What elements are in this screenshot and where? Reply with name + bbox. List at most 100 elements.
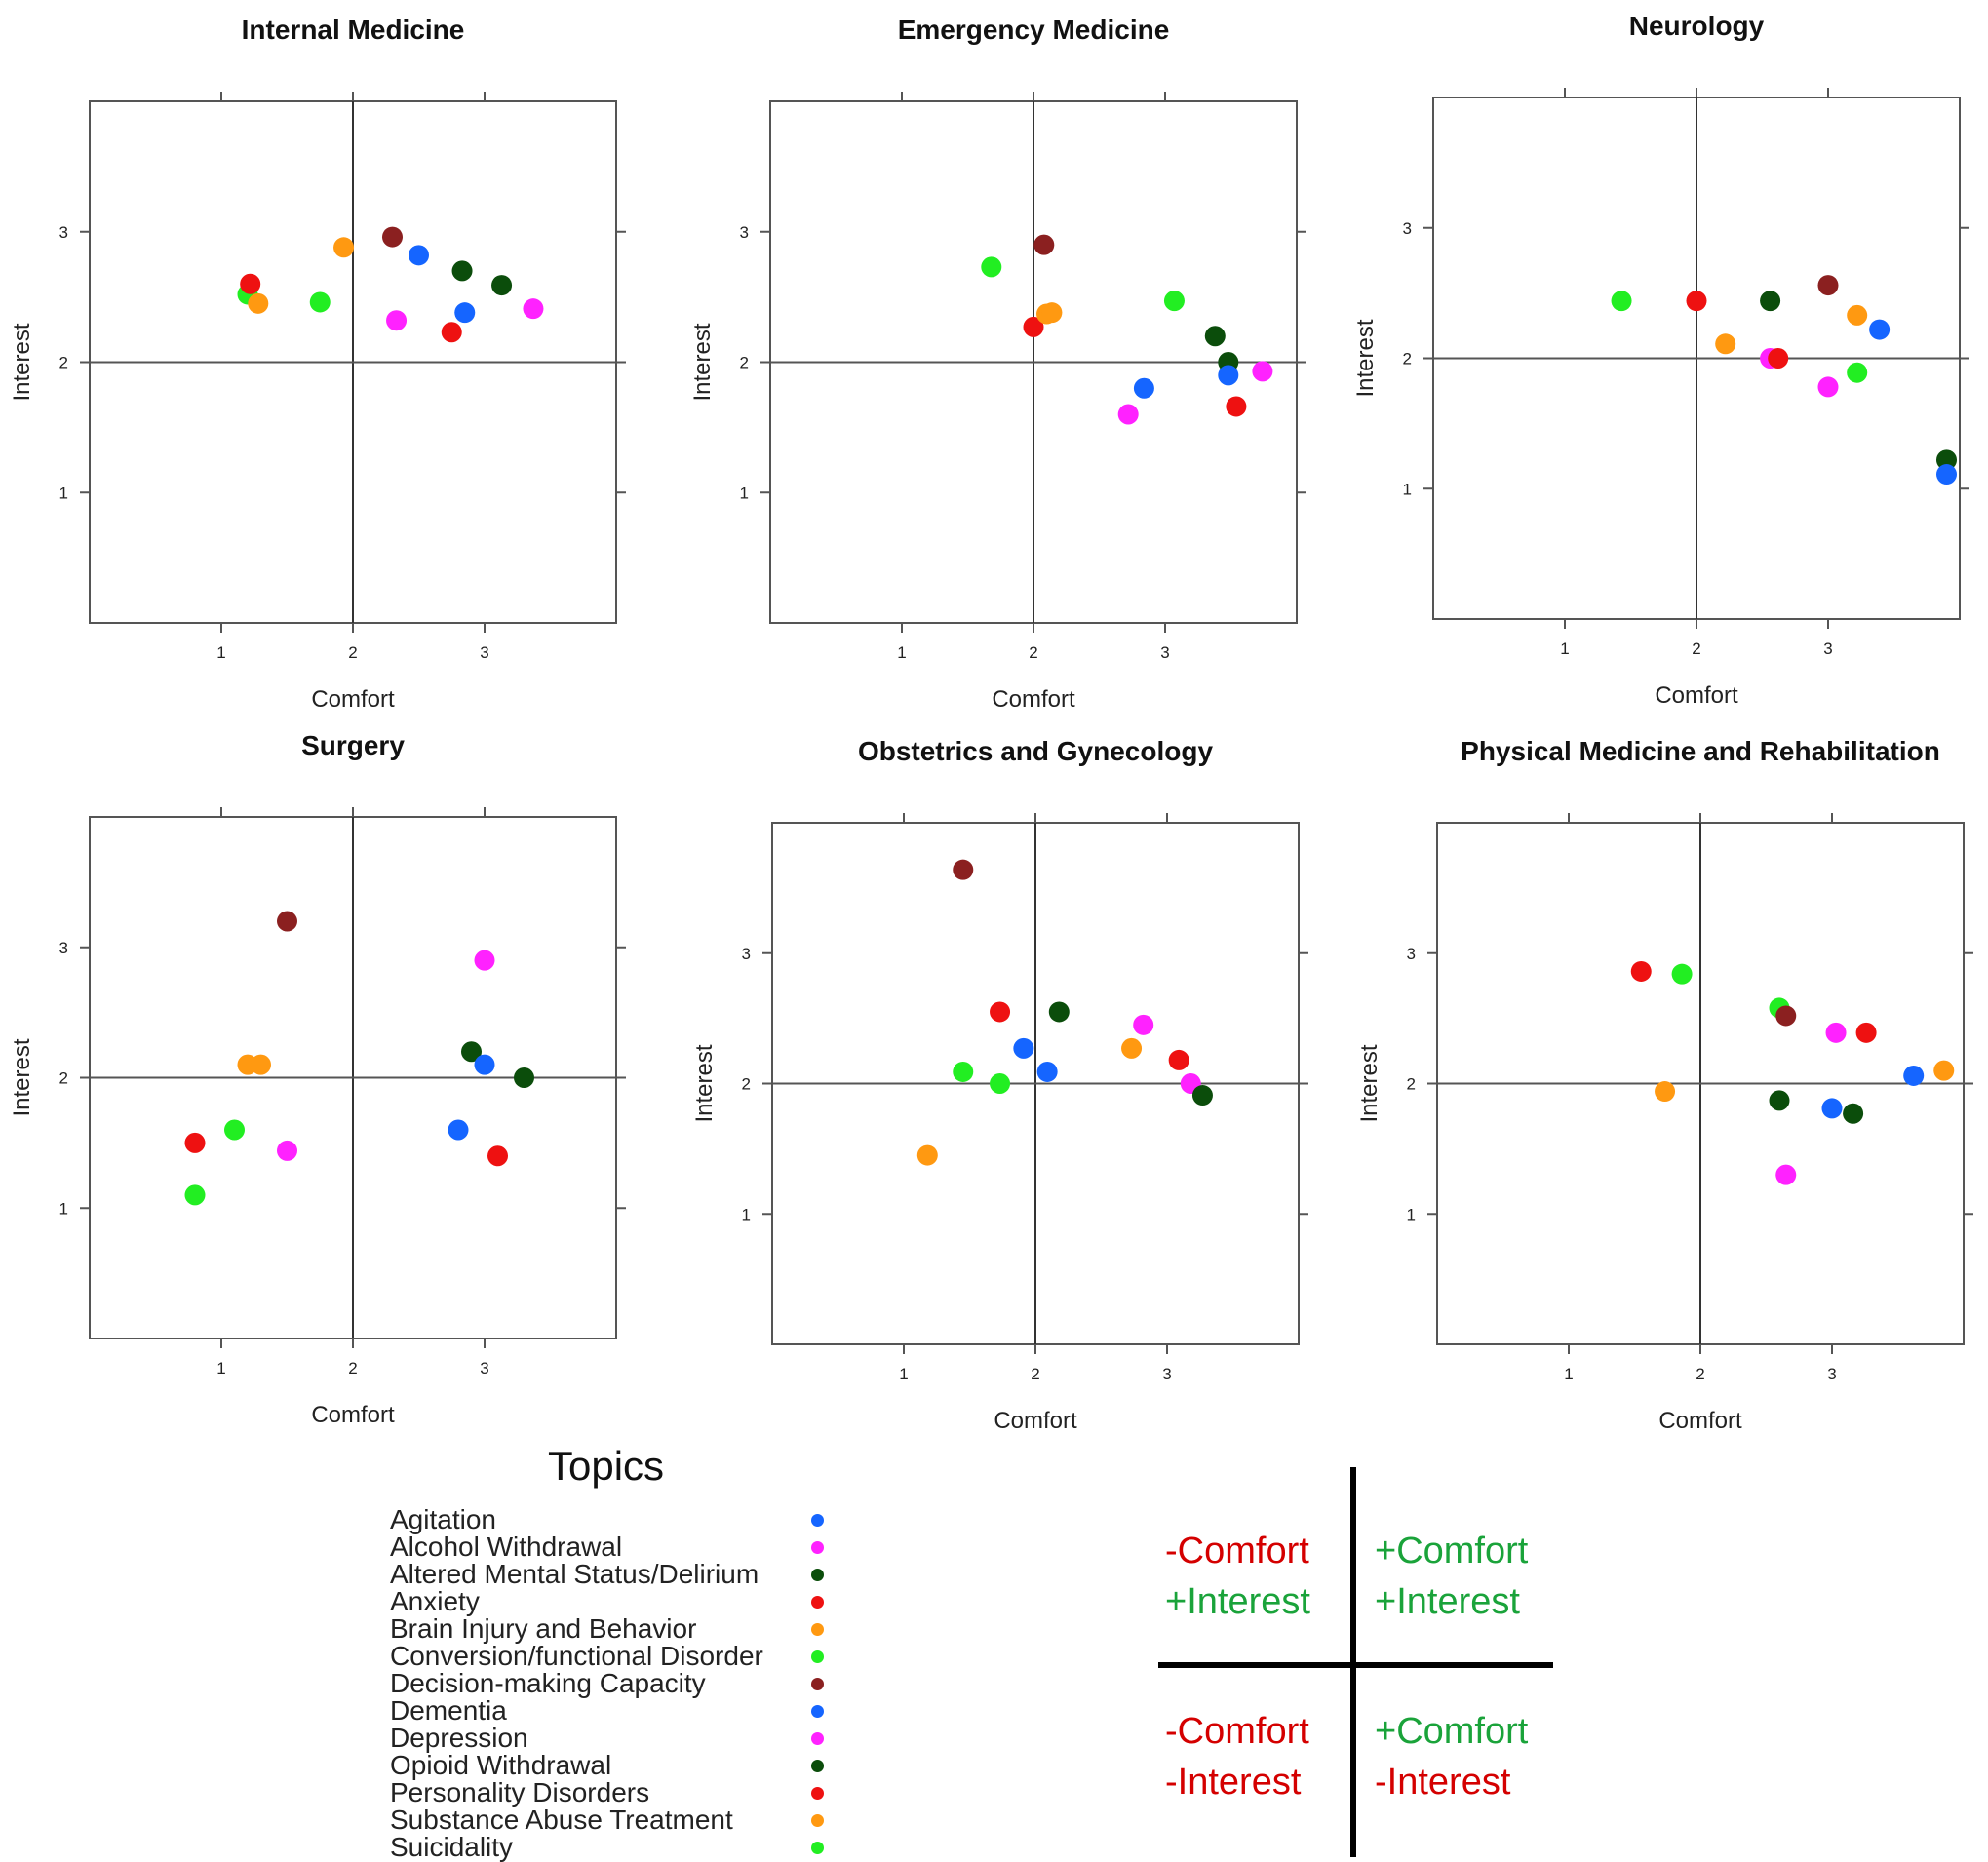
data-point — [1163, 291, 1185, 312]
data-point — [386, 310, 408, 331]
legend-item: Dementia — [390, 1697, 858, 1725]
data-point — [990, 1001, 1011, 1023]
data-point — [990, 1073, 1011, 1094]
legend-color-dot — [811, 1623, 824, 1636]
legend-color-dot — [811, 1650, 824, 1663]
x-tick-label: 1 — [1564, 1365, 1573, 1383]
data-point — [1768, 348, 1789, 369]
x-tick-label: 2 — [348, 643, 357, 662]
legend-color-dot — [811, 1569, 824, 1581]
chart-title: Obstetrics and Gynecology — [858, 736, 1214, 766]
chart-title: Neurology — [1629, 11, 1765, 41]
y-tick-label: 3 — [740, 223, 749, 242]
chart-title: Internal Medicine — [242, 15, 465, 45]
legend-item: Conversion/functional Disorder — [390, 1643, 858, 1670]
x-tick-label: 3 — [480, 643, 488, 662]
legend-item-label: Alcohol Withdrawal — [390, 1532, 623, 1562]
legend-item: Brain Injury and Behavior — [390, 1615, 858, 1643]
data-point — [1903, 1065, 1925, 1086]
charts-grid: Internal Medicine 1 2 3 1 2 3 Comfort Interest Em… — [9, 11, 1973, 1433]
x-tick-label: 3 — [1823, 640, 1832, 658]
data-point — [1847, 304, 1868, 326]
legend-item: Opioid Withdrawal — [390, 1752, 858, 1779]
legend-item: Substance Abuse Treatment — [390, 1806, 858, 1834]
data-point — [382, 226, 403, 248]
x-tick-label: 1 — [1560, 640, 1569, 658]
data-point — [461, 1041, 482, 1063]
y-tick-label: 3 — [742, 945, 751, 963]
x-tick-label: 1 — [216, 643, 225, 662]
data-point — [277, 911, 297, 932]
quadrant-top-left: -Comfort +Interest — [1165, 1526, 1360, 1627]
y-tick-label: 2 — [1407, 1075, 1416, 1094]
chart-panel: Surgery 1 2 3 1 2 3 Comfort Interest — [9, 730, 626, 1428]
legend-item: Alcohol Withdrawal — [390, 1533, 858, 1561]
quadrant-top-right-comfort: +Comfort — [1375, 1531, 1529, 1571]
data-point — [184, 1132, 206, 1153]
y-axis-label: Interest — [691, 1044, 718, 1122]
data-point — [1226, 396, 1247, 417]
y-tick-label: 3 — [59, 939, 68, 957]
chart-panel: Physical Medicine and Rehabilitation 1 2 3 1… — [1356, 736, 1973, 1433]
y-tick-label: 1 — [59, 484, 68, 502]
x-tick-label: 3 — [480, 1359, 488, 1377]
data-point — [184, 1184, 206, 1206]
data-point — [1933, 1060, 1955, 1081]
legend-item-label: Brain Injury and Behavior — [390, 1613, 697, 1644]
legend-color-dot — [811, 1814, 824, 1827]
x-tick-label: 2 — [1031, 1365, 1039, 1383]
quadrant-bottom-right: +Comfort -Interest — [1375, 1706, 1570, 1807]
legend-color-dot — [811, 1787, 824, 1800]
y-tick-label: 1 — [742, 1205, 751, 1223]
data-point — [1252, 361, 1273, 382]
data-point — [1847, 362, 1868, 383]
x-tick-label: 3 — [1160, 643, 1169, 662]
data-point — [1133, 377, 1154, 399]
data-point — [1869, 319, 1891, 340]
data-point — [333, 237, 355, 258]
x-tick-label: 3 — [1162, 1365, 1171, 1383]
data-point — [1936, 449, 1957, 471]
y-axis-label: Interest — [689, 323, 716, 401]
data-point — [1218, 365, 1239, 386]
quadrant-top-right: +Comfort +Interest — [1375, 1526, 1570, 1627]
y-tick-label: 1 — [1407, 1205, 1416, 1223]
y-tick-label: 2 — [742, 1075, 751, 1094]
legend-item-label: Suicidality — [390, 1832, 514, 1862]
data-point — [1655, 1081, 1676, 1103]
x-tick-label: 2 — [1696, 1365, 1704, 1383]
data-point — [240, 273, 261, 294]
data-point — [1817, 275, 1839, 296]
x-axis-label: Comfort — [1658, 1408, 1742, 1433]
chart-panel: Obstetrics and Gynecology 1 2 3 1 2 3 Comfort In… — [691, 736, 1308, 1433]
data-point — [1686, 291, 1707, 312]
legend-item-label: Agitation — [390, 1504, 496, 1534]
legend-item-label: Substance Abuse Treatment — [390, 1804, 733, 1835]
quadrant-bottom-left-interest: -Interest — [1165, 1762, 1302, 1803]
legend-item: Altered Mental Status/Delirium — [390, 1561, 858, 1588]
y-axis-label: Interest — [9, 1038, 35, 1116]
quadrant-bottom-right-interest: -Interest — [1375, 1762, 1511, 1803]
y-tick-label: 1 — [740, 484, 749, 502]
x-axis-label: Comfort — [994, 1408, 1077, 1433]
x-tick-label: 1 — [897, 643, 906, 662]
data-point — [523, 298, 544, 320]
chart-title: Emergency Medicine — [898, 15, 1170, 45]
y-tick-label: 3 — [59, 223, 68, 242]
legend-color-dot — [811, 1842, 824, 1854]
data-point — [451, 260, 473, 282]
chart-panel: Neurology 1 2 3 1 2 3 Comfort Interest — [1352, 11, 1969, 709]
data-point — [1817, 376, 1839, 398]
chart-panel: Internal Medicine 1 2 3 1 2 3 Comfort Interest — [9, 15, 626, 713]
data-point — [1821, 1098, 1843, 1119]
data-point — [1769, 1090, 1790, 1111]
x-tick-label: 2 — [348, 1359, 357, 1377]
data-point — [1630, 960, 1652, 982]
data-point — [487, 1145, 508, 1167]
data-point — [953, 1061, 974, 1082]
data-point — [474, 950, 495, 971]
data-point — [1715, 333, 1736, 355]
data-point — [953, 859, 974, 880]
legend-item-label: Altered Mental Status/Delirium — [390, 1559, 760, 1589]
x-axis-label: Comfort — [311, 686, 395, 713]
